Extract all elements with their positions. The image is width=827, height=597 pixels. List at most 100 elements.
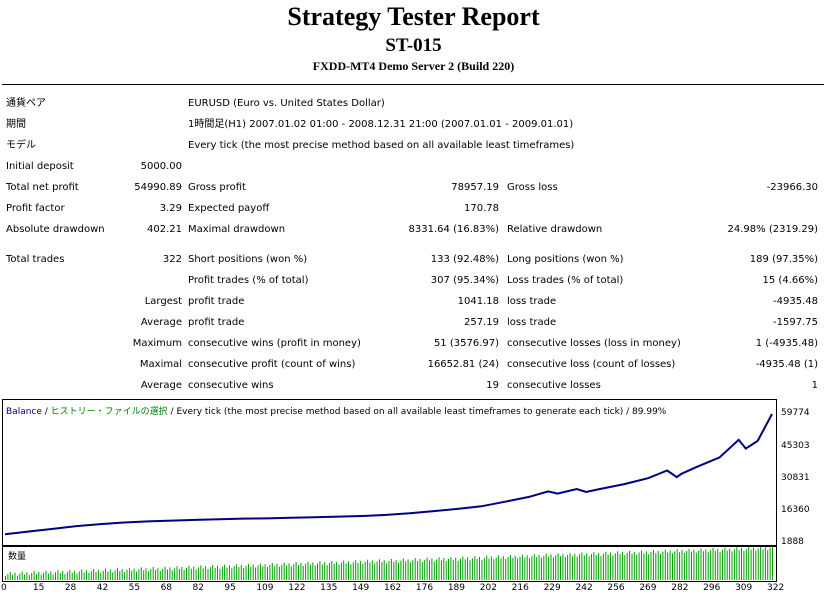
volume-bar [450,556,452,580]
volume-bar [329,563,330,580]
total-net-profit-value: 54990.89 [134,182,182,193]
volume-bar [619,554,621,580]
volume-bar [731,551,733,580]
volume-bar [643,553,645,580]
volume-bar [448,559,449,580]
volume-bar [259,563,261,580]
xtick-label: 109 [256,583,274,593]
relative-drawdown-value: 24.98% (2319.29) [727,224,818,235]
volume-bar [626,552,628,580]
volume-bar [593,552,595,580]
volume-bar [231,568,233,580]
volume-bar [617,551,619,580]
chart-header: Balance / ヒストリー・ファイルの選択 / Every tick (th… [6,404,666,417]
volume-bar [190,568,192,580]
volume-bar [138,569,140,580]
volume-bar [286,565,288,580]
volume-bar [488,558,490,580]
volume-bar [400,560,402,580]
volume-bar [514,555,516,580]
volume-bar [245,565,247,580]
avg-consec-wins-value: 19 [486,380,499,391]
volume-bar [610,552,611,580]
volume-bar [571,555,573,580]
volume-bar [510,554,511,580]
volume-bar [105,568,106,580]
volume-bar [750,549,752,580]
volume-bar [331,560,333,580]
volume-bar [164,566,166,580]
volume-bar [236,564,238,580]
volume-bar [409,562,411,580]
volume-bar [612,555,614,580]
xtick-label: 189 [447,583,466,593]
volume-bar [219,568,221,580]
volume-bar [321,564,323,580]
volume-bar [414,558,416,580]
volume-bar [540,557,542,580]
largest-loss-value: -4935.48 [773,296,818,307]
volume-bar [274,565,276,580]
volume-bar [202,568,204,580]
ytick-label: 59774 [781,408,810,418]
volume-bar [702,551,704,580]
volume-bar [324,562,326,580]
volume-bar [581,552,583,580]
volume-bar [7,573,9,580]
volume-bar [648,554,650,580]
xtick-label: 216 [511,583,529,593]
volume-bar [226,567,228,580]
volume-bar [374,563,376,580]
maximal-consec-profit-label: consecutive profit (count of wins) [188,359,356,370]
symbol-label: 通貨ペア [6,98,46,109]
volume-bar [267,567,268,580]
volume-bar [471,558,473,580]
volume-bar [543,555,545,580]
volume-bar [614,553,616,580]
volume-bar [729,548,731,580]
largest-label: Largest [144,296,182,307]
profit-factor-label: Profit factor [6,203,65,214]
xtick-label: 202 [479,583,497,593]
volume-bar [47,573,49,580]
volume-bar [238,567,240,580]
volume-bar [469,560,471,580]
volume-bar [481,559,483,580]
profit-factor-value: 3.29 [159,203,182,214]
volume-bar [352,562,354,580]
ytick-label: 1888 [781,537,804,547]
expected-payoff-value: 170.78 [464,203,499,214]
volume-bar [693,549,695,580]
volume-bar [288,563,290,580]
volume-bar [376,561,378,580]
volume-bar [760,547,762,580]
volume-bar [271,563,273,580]
volume-bar [109,569,111,580]
xtick-label: 149 [352,583,370,593]
volume-bar [655,553,657,580]
xtick-label: 162 [384,583,402,593]
volume-bar [240,565,242,580]
volume-bar [33,571,35,580]
volume-bar [521,554,523,580]
volume-bar [550,554,552,580]
volume-bar [100,572,102,580]
volume-bar [95,571,97,580]
volume-bar [502,556,504,580]
volume-bar [564,557,566,580]
volume-bar [419,559,421,580]
volume-bar [652,550,654,580]
volume-bar [181,567,183,580]
xtick-label: 28 [64,583,77,593]
balance-chart-frame [2,399,777,546]
volume-bar [24,574,26,580]
volume-bar [178,569,180,580]
volume-bar [598,552,600,580]
volume-bar [350,564,352,580]
volume-bar [81,569,83,580]
volume-bar [621,552,623,580]
period-label: 期間 [6,119,26,130]
volume-bar [69,569,71,580]
volume-label: 数量 [8,552,27,562]
volume-bar [464,559,466,580]
